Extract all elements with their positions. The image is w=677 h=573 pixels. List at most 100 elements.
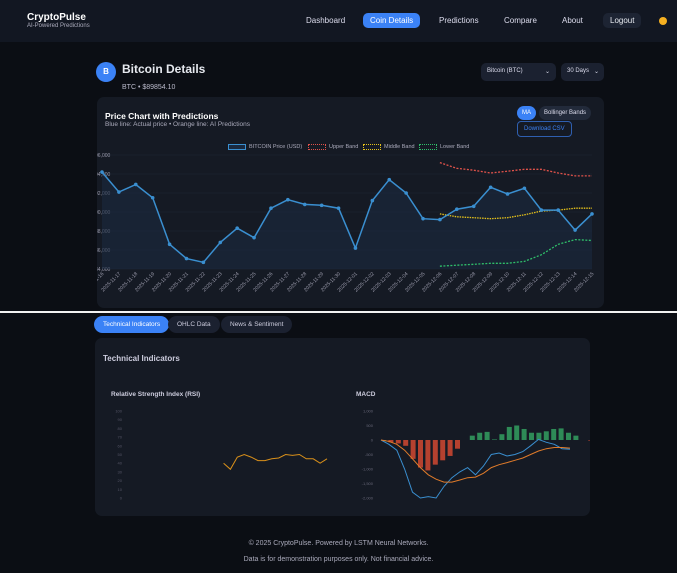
chart-subtitle: Blue line: Actual price • Orange line: A… (105, 121, 250, 128)
macd-histogram-bar (432, 440, 438, 465)
macd-histogram-bar (573, 435, 579, 440)
macd-histogram-bar (558, 428, 564, 440)
upper-band-line (439, 161, 592, 177)
rsi-y-tick: 20 (118, 478, 123, 483)
macd-histogram-bar (388, 440, 394, 443)
price-point (455, 207, 459, 211)
price-point (235, 226, 239, 230)
macd-y-tick: -1,500 (362, 481, 374, 486)
legend-label: Upper Band (329, 144, 359, 150)
sun-icon[interactable] (659, 17, 667, 25)
macd-histogram-bar (447, 440, 453, 456)
price-point (387, 177, 392, 182)
legend-price[interactable]: BITCOIN Price (USD) (228, 144, 302, 150)
price-point (471, 204, 476, 209)
macd-y-tick: -500 (365, 452, 374, 457)
macd-line (380, 438, 571, 499)
legend-middle[interactable]: Middle Band (363, 144, 415, 150)
nav-dashboard[interactable]: Dashboard (306, 16, 346, 25)
footer-copyright: © 2025 CryptoPulse. Powered by LSTM Neur… (248, 540, 429, 547)
rsi-title: Relative Strength Index (RSI) (111, 391, 201, 398)
rsi-y-tick: 60 (118, 443, 123, 448)
price-point (184, 256, 189, 261)
price-point (353, 246, 358, 250)
coin-avatar: B (96, 62, 116, 82)
nav-predictions[interactable]: Predictions (439, 16, 479, 25)
macd-histogram-bar (521, 428, 527, 440)
nav-coin-details[interactable]: Coin Details (363, 13, 421, 28)
macd-histogram-bar (418, 440, 423, 468)
macd-histogram-bar (395, 440, 401, 444)
macd-histogram-bar (469, 435, 475, 440)
bollinger-button[interactable]: Bollinger Bands (539, 106, 592, 120)
lower-band-line (439, 238, 593, 267)
tab-news-sentiment[interactable]: News & Sentiment (221, 316, 293, 333)
chevron-down-icon: ⌄ (593, 69, 599, 75)
rsi-y-tick: 80 (118, 426, 123, 431)
coin-price: BTC • $89854.10 (122, 84, 176, 91)
logout-button[interactable]: Logout (603, 13, 642, 28)
price-point (201, 260, 206, 265)
technical-indicators-card: Technical Indicators Relative Strength I… (95, 338, 590, 516)
price-line (101, 171, 593, 264)
price-point (488, 185, 493, 190)
macd-histogram-bar (551, 428, 557, 440)
macd-histogram-bar (484, 431, 490, 440)
price-point (252, 235, 256, 240)
price-point (302, 202, 307, 207)
brand-tagline: AI-Powered Predictions (27, 23, 90, 29)
macd-histogram-bar (425, 440, 431, 471)
price-point (539, 208, 544, 212)
macd-histogram-bar (588, 440, 590, 441)
price-point (117, 190, 121, 194)
top-nav: CryptoPulse AI-Powered Predictions Dashbo… (0, 0, 677, 42)
legend-label: Lower Band (440, 144, 470, 150)
price-chart[interactable]: 84,00086,00088,00090,00092,00094,00096,0… (97, 97, 604, 308)
price-point (505, 192, 510, 196)
range-select[interactable]: 30 Days ⌄ (561, 63, 604, 81)
tab-ohlc-data[interactable]: OHLC Data (168, 316, 220, 333)
nav-compare[interactable]: Compare (504, 16, 537, 25)
legend-lower[interactable]: Lower Band (419, 144, 469, 150)
price-point (269, 206, 273, 210)
macd-y-tick: -1,000 (362, 467, 374, 472)
divider (0, 311, 677, 313)
macd-y-tick: 0 (371, 438, 374, 443)
ma-button[interactable]: MA (517, 106, 536, 120)
chevron-down-icon: ⌄ (544, 69, 550, 75)
price-point (590, 212, 594, 216)
price-point (167, 242, 172, 247)
macd-histogram-bar (514, 425, 520, 440)
macd-histogram-bar (543, 431, 549, 440)
price-point (438, 217, 442, 222)
rsi-line (223, 453, 328, 471)
price-point (133, 182, 138, 187)
rsi-y-tick: 70 (118, 435, 123, 440)
legend-label: Middle Band (384, 144, 415, 150)
macd-title: MACD (356, 391, 376, 398)
price-point (336, 206, 341, 210)
indicator-charts[interactable]: 0 10 20 30 40 50 60 70 80 90 100 -2,000 -1,500 -1,000… (95, 338, 590, 516)
y-tick-label: 84,000 (97, 267, 111, 273)
rsi-y-tick: 50 (118, 452, 123, 457)
legend-upper[interactable]: Upper Band (308, 144, 358, 150)
rsi-y-tick: 90 (118, 417, 123, 422)
macd-histogram-bar (455, 440, 460, 449)
nav-about[interactable]: About (562, 16, 583, 25)
download-csv-button[interactable]: Download CSV (517, 121, 572, 137)
price-point (150, 195, 155, 200)
macd-histogram-bar (499, 434, 505, 440)
middle-band-line (439, 207, 592, 220)
price-area (102, 172, 592, 269)
price-point (286, 197, 290, 202)
tab-technical-indicators[interactable]: Technical Indicators (94, 316, 170, 333)
macd-histogram-bar (492, 439, 497, 440)
coin-select[interactable]: Bitcoin (BTC) ⌄ (481, 63, 556, 81)
macd-y-tick: 500 (366, 423, 373, 428)
brand[interactable]: CryptoPulse AI-Powered Predictions (27, 12, 90, 29)
macd-histogram-bar (410, 440, 416, 459)
price-point (421, 216, 425, 221)
macd-histogram-bar (566, 432, 571, 440)
macd-histogram-bar (477, 432, 483, 440)
macd-histogram-bar (440, 440, 446, 461)
